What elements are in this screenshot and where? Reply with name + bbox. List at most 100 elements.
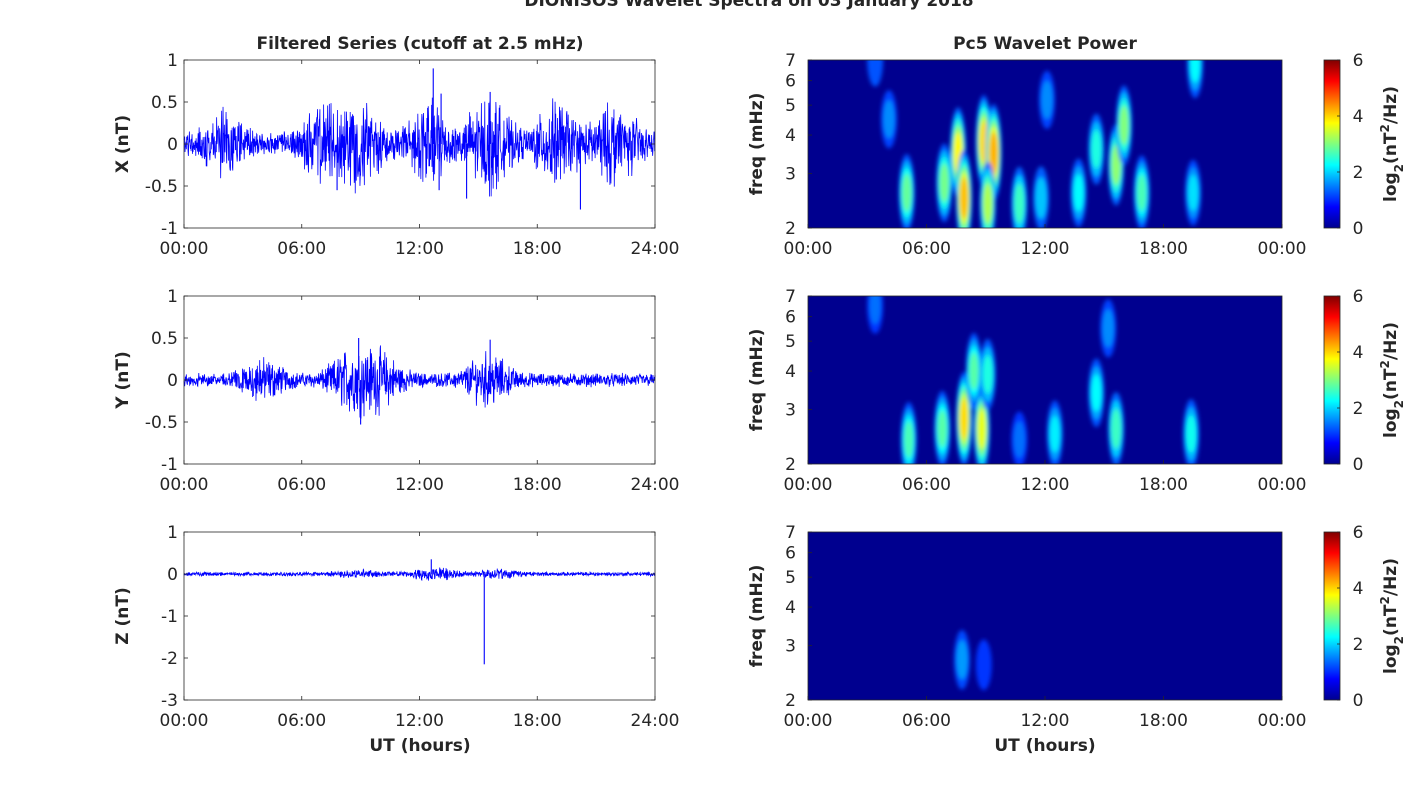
y-tick-label: -0.5 [145, 413, 178, 433]
y-tick-label: 4 [785, 362, 796, 382]
y-axis-label: freq (mHz) [747, 565, 767, 668]
x-tick-label: 06:00 [902, 475, 951, 495]
x-tick-label: 24:00 [631, 239, 680, 259]
colorbar-gradient [1323, 59, 1341, 229]
x-tick-label: 12:00 [1021, 711, 1070, 731]
y-axis-label: Z (nT) [113, 587, 133, 644]
colorbar: 6 4 2 0 [1323, 523, 1364, 711]
figure-title: DIONISOS Wavelet Spectra on 03 January 2… [524, 0, 973, 11]
left-column-title: Filtered Series (cutoff at 2.5 mHz) [256, 34, 583, 54]
power-blob-7 [1091, 374, 1102, 412]
colorbar-tick-label: 6 [1353, 287, 1364, 307]
power-blob-9 [1186, 415, 1197, 454]
colorbar: 6 4 2 0 [1323, 51, 1364, 239]
power-blob-18 [1035, 177, 1047, 219]
colorbar-tick-label: 4 [1353, 343, 1364, 363]
x-tick-label: 00:00 [784, 239, 833, 259]
colorbar-tick-label: 4 [1353, 107, 1364, 127]
y-tick-label: 0 [167, 565, 178, 585]
x-tick-label: 00:00 [784, 475, 833, 495]
x-tick-label: 18:00 [1139, 239, 1188, 259]
series-line [183, 97, 656, 197]
y-axis-label: Y (nT) [113, 351, 133, 409]
power-blob-15 [883, 100, 895, 139]
colorbar-gradient [1323, 531, 1341, 701]
power-blob-10 [869, 296, 881, 325]
power-blob-2 [959, 398, 969, 440]
colorbar-label: log2(nT2/Hz) [1378, 322, 1406, 438]
y-axis-label: freq (mHz) [747, 329, 767, 432]
y-axis-label: X (nT) [113, 115, 133, 173]
power-blob-3 [977, 408, 987, 449]
x-tick-label: 18:00 [1139, 711, 1188, 731]
y-tick-label: 1 [167, 523, 178, 543]
power-blob-9 [1091, 129, 1102, 169]
power-blob-3 [959, 177, 969, 219]
power-blob-5 [989, 131, 998, 174]
y-tick-label: -1 [161, 219, 178, 239]
y-tick-label: 2 [785, 219, 796, 239]
colorbar-tick-label: 6 [1353, 51, 1364, 71]
power-blob-1 [939, 163, 949, 202]
y-tick-label: -1 [161, 607, 178, 627]
power-blob-10 [1111, 145, 1121, 185]
x-tick-label: 12:00 [395, 711, 444, 731]
x-tick-label: 24:00 [631, 475, 680, 495]
y-tick-label: 7 [785, 51, 796, 71]
x-tick-label: 18:00 [513, 711, 562, 731]
x-tick-label: 12:00 [1021, 475, 1070, 495]
x-tick-label: 00:00 [784, 711, 833, 731]
colorbar: 6 4 2 0 [1323, 287, 1364, 475]
power-blob-16 [867, 60, 884, 87]
y-tick-label: 3 [785, 401, 796, 421]
series-panel-x: 1 0.5 0 -0.5 -100:00 06:00 12:00 18:00 24:00 [145, 51, 680, 259]
y-tick-label: 6 [785, 72, 796, 92]
x-tick-label: 12:00 [395, 475, 444, 495]
colorbar-label: log2(nT2/Hz) [1378, 86, 1406, 202]
power-blob-12 [1102, 309, 1114, 348]
series-line [183, 567, 656, 581]
y-tick-label: 0.5 [151, 329, 178, 349]
x-tick-label: 00:00 [160, 475, 209, 495]
y-axis-label: freq (mHz) [747, 93, 767, 196]
colorbar-tick-label: 4 [1353, 579, 1364, 599]
x-tick-label: 12:00 [1021, 239, 1070, 259]
power-blob-11 [1119, 105, 1129, 145]
colorbar-tick-label: 0 [1353, 219, 1364, 239]
series-panel-z: 1 0 -1 -2 -300:00 06:00 12:00 18:00 24:00 [160, 523, 680, 731]
y-tick-label: 5 [785, 332, 796, 352]
power-blob-12 [1137, 174, 1147, 212]
power-blob-1 [937, 410, 947, 448]
y-tick-label: 7 [785, 287, 796, 307]
x-tick-label: 00:00 [160, 239, 209, 259]
colorbar-gradient [1323, 295, 1341, 465]
power-blob-8 [1111, 408, 1122, 449]
x-axis-label-right: UT (hours) [994, 736, 1095, 756]
x-tick-label: 06:00 [277, 711, 326, 731]
colorbar-tick-label: 0 [1353, 455, 1364, 475]
y-tick-label: 3 [785, 165, 796, 185]
power-blob-0 [902, 174, 912, 212]
y-tick-label: -2 [161, 649, 178, 669]
x-tick-label: 00:00 [1258, 475, 1307, 495]
y-tick-label: 2 [785, 455, 796, 475]
y-tick-label: 3 [785, 637, 796, 657]
x-tick-label: 00:00 [1258, 239, 1307, 259]
x-tick-label: 06:00 [902, 239, 951, 259]
power-blob-5 [982, 355, 993, 394]
y-tick-label: 5 [785, 96, 796, 116]
y-tick-label: -0.5 [145, 177, 178, 197]
power-blob-0 [904, 421, 914, 458]
series-line [183, 345, 656, 419]
y-tick-label: 5 [785, 568, 796, 588]
y-tick-label: -3 [161, 691, 178, 711]
x-tick-label: 06:00 [277, 239, 326, 259]
x-tick-label: 06:00 [277, 475, 326, 495]
y-tick-label: 0.5 [151, 93, 178, 113]
y-tick-label: 4 [785, 598, 796, 618]
colorbar-tick-label: 2 [1353, 635, 1364, 655]
